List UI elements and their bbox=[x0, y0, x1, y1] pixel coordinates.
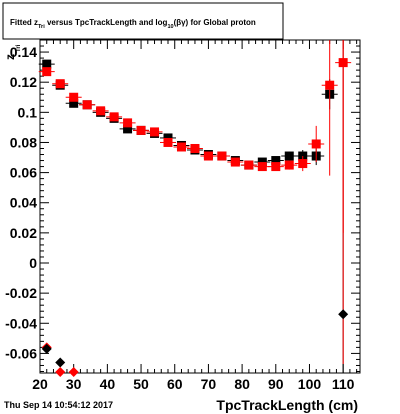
title-text: Fitted zTri versus TpcTrackLength and lo… bbox=[10, 18, 256, 30]
date-stamp: Thu Sep 14 10:54:12 2017 bbox=[4, 400, 113, 410]
data-point bbox=[298, 159, 308, 169]
diamond-point bbox=[55, 367, 66, 377]
data-point bbox=[123, 124, 133, 134]
y-axis-label-main: z bbox=[3, 54, 17, 60]
y-tick-label: -0.02 bbox=[5, 285, 37, 301]
x-tick-label: 100 bbox=[298, 376, 322, 392]
data-point bbox=[190, 143, 200, 153]
title-part-c: (βγ) for Global proton bbox=[174, 18, 256, 27]
data-point bbox=[311, 139, 321, 149]
y-tick-label: 0.14 bbox=[10, 44, 37, 60]
y-axis-label-sub: Tri bbox=[16, 44, 22, 52]
title-box bbox=[2, 2, 284, 40]
y-tick-label: 0.12 bbox=[10, 74, 37, 90]
axes: 20 30 40 50 60 70 80 90 100 110 -0.06 -0.04 -0.02 0 0.… bbox=[5, 39, 360, 392]
y-axis-label: z Tri bbox=[3, 44, 22, 60]
data-point bbox=[42, 59, 52, 69]
data-point bbox=[42, 67, 52, 77]
x-tick-label: 40 bbox=[100, 376, 116, 392]
data-point bbox=[244, 160, 254, 170]
data-point bbox=[176, 142, 186, 152]
data-point bbox=[271, 156, 281, 166]
x-tick-label: 50 bbox=[133, 376, 149, 392]
data-point bbox=[230, 157, 240, 167]
x-tick-label: 70 bbox=[201, 376, 217, 392]
data-point bbox=[325, 80, 335, 90]
data-point bbox=[69, 92, 79, 102]
data-point bbox=[163, 133, 173, 143]
data-point bbox=[284, 151, 294, 161]
title-part-b-sub: 10 bbox=[167, 24, 173, 30]
title-part-a-sub: Tri bbox=[38, 24, 45, 30]
plot-frame bbox=[39, 39, 361, 374]
y-tick-label: 0 bbox=[29, 255, 37, 271]
x-tick-label: 60 bbox=[167, 376, 183, 392]
y-tick-label: -0.06 bbox=[5, 345, 37, 361]
y-tick-label: 0.08 bbox=[10, 134, 37, 150]
x-tick-label: 90 bbox=[268, 376, 284, 392]
x-tick-label: 30 bbox=[66, 376, 82, 392]
data-point bbox=[123, 118, 133, 128]
y-tick-label: 0.1 bbox=[18, 104, 38, 120]
data-point bbox=[203, 151, 213, 161]
y-tick-label: 0.04 bbox=[10, 195, 37, 211]
diamond-point bbox=[338, 309, 349, 320]
x-tick-label: 20 bbox=[32, 376, 48, 392]
title-part-b: versus TpcTrackLength and log bbox=[45, 18, 168, 27]
x-axis-label: TpcTrackLength (cm) bbox=[216, 397, 358, 413]
chart-title: Fitted zTri versus TpcTrackLength and lo… bbox=[2, 2, 284, 40]
data-marks bbox=[38, 40, 352, 377]
x-tick-label: 110 bbox=[332, 376, 355, 392]
y-tick-label: -0.04 bbox=[5, 315, 37, 331]
title-part-a: Fitted z bbox=[10, 18, 38, 27]
y-tick-label: 0.02 bbox=[10, 225, 37, 241]
data-point bbox=[271, 162, 281, 172]
data-point bbox=[109, 112, 119, 122]
data-point bbox=[55, 79, 65, 89]
data-point bbox=[338, 58, 348, 68]
x-tick-label: 80 bbox=[234, 376, 250, 392]
data-point bbox=[150, 127, 160, 137]
data-point bbox=[284, 160, 294, 170]
data-point bbox=[217, 151, 227, 161]
data-point bbox=[69, 98, 79, 108]
data-point bbox=[257, 162, 267, 172]
data-point bbox=[257, 157, 267, 167]
data-point bbox=[82, 100, 92, 110]
diamond-point bbox=[41, 343, 52, 354]
data-point bbox=[163, 137, 173, 147]
data-point bbox=[96, 106, 106, 116]
y-tick-label: 0.06 bbox=[10, 165, 37, 181]
diamond-point bbox=[68, 367, 79, 377]
data-point bbox=[136, 125, 146, 135]
diamond-point bbox=[55, 357, 66, 368]
